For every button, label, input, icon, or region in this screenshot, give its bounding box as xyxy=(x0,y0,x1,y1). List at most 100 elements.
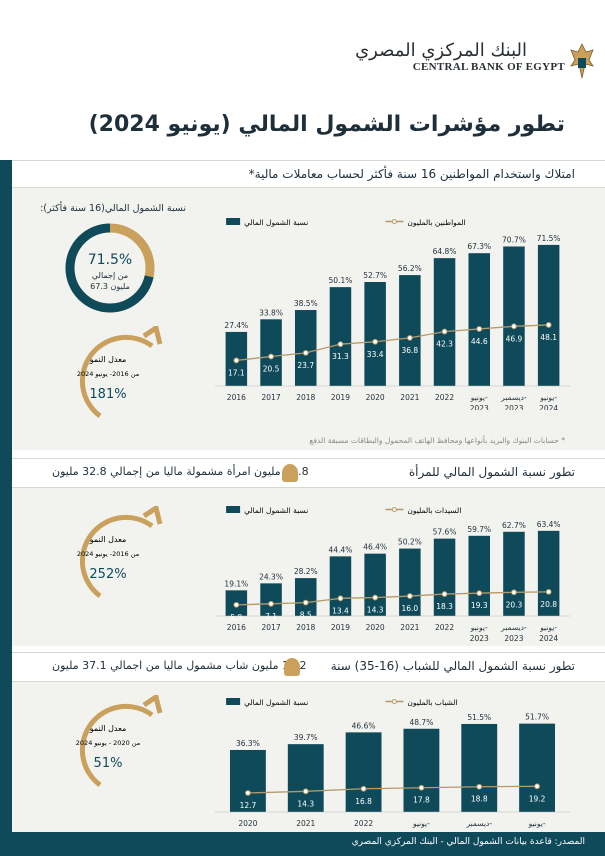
line-point xyxy=(302,349,309,356)
x-tick-label: 2020 xyxy=(238,819,257,828)
line-point xyxy=(372,594,379,601)
bar-value-label: 48.7% xyxy=(410,718,434,727)
bar-value-label: 70.7% xyxy=(502,235,526,244)
x-tick-label: 2022 xyxy=(354,819,373,828)
bar xyxy=(403,728,440,812)
legend-line-marker xyxy=(391,219,397,224)
growth1-value: 181% xyxy=(89,387,126,402)
line-point xyxy=(441,591,448,597)
x-tick-label: 2023 xyxy=(504,634,523,643)
series-line xyxy=(236,591,549,606)
legend-bar-label: نسبة الشمول المالي xyxy=(244,506,308,515)
line-value-label: 18.3 xyxy=(436,602,453,611)
section3-header: تطور نسبة الشمول المالي للشباب (16-35) س… xyxy=(12,652,605,682)
line-value-label: 19.2 xyxy=(529,794,546,803)
line-point xyxy=(233,357,240,364)
chart-youth: نسبة الشمول المالي الشباب بالمليون 36.3% 20… xyxy=(215,698,570,828)
bar-value-label: 50.2% xyxy=(398,538,422,547)
header: البنك المركزي المصري CENTRAL BANK OF EGY… xyxy=(0,0,605,160)
line-value-label: 18.8 xyxy=(471,795,488,804)
legend-line-marker xyxy=(391,699,397,704)
x-tick-label: 2024 xyxy=(539,404,558,410)
bar xyxy=(399,548,421,616)
source-note: المصدر: قاعدة بيانات الشمول المالي - الب… xyxy=(351,837,585,847)
growth3-value: 51% xyxy=(94,756,123,771)
line-point xyxy=(534,783,540,790)
bar xyxy=(399,275,421,386)
ring-progress-arc xyxy=(65,223,155,313)
section2-title: تطور نسبة الشمول المالي للمرأة xyxy=(408,465,575,479)
bar-value-label: 67.3% xyxy=(467,242,491,251)
bar xyxy=(364,553,386,616)
line-point xyxy=(476,590,483,597)
bar xyxy=(519,723,556,812)
bar xyxy=(468,535,491,616)
line-value-label: 44.6 xyxy=(471,337,488,346)
section3-title: تطور نسبة الشمول المالي للشباب (16-35) س… xyxy=(330,659,575,673)
young-man-icon xyxy=(284,658,300,676)
bar-value-label: 64.8% xyxy=(433,247,457,256)
legend-bar-label: نسبة الشمول المالي xyxy=(244,698,308,707)
bar-value-label: 50.1% xyxy=(329,276,353,285)
x-tick-label: 2023 xyxy=(504,404,523,410)
side-strip xyxy=(0,0,12,856)
line-value-label: 8.5 xyxy=(300,611,312,620)
bar-value-label: 71.5% xyxy=(537,234,561,243)
legend-bar-swatch xyxy=(226,506,241,513)
legend-line-label: السيدات بالمليون xyxy=(407,506,461,515)
ring-sub2: 67.3 مليون xyxy=(90,282,130,291)
line-point xyxy=(476,783,483,790)
line-point xyxy=(545,588,552,595)
bar xyxy=(345,732,382,812)
bar-value-label: 36.3% xyxy=(236,739,260,748)
legend: نسبة الشمول المالي السيدات بالمليون xyxy=(226,506,461,515)
bar-value-label: 46.4% xyxy=(363,543,387,552)
bar xyxy=(260,319,282,386)
bar xyxy=(294,578,317,616)
bar xyxy=(537,530,560,616)
line-point xyxy=(406,593,413,599)
x-tick-label: ديسمبر- xyxy=(465,819,492,828)
line-value-label: 19.3 xyxy=(471,601,488,610)
growth2-period: من 2016- يونيو 2024 xyxy=(77,550,139,558)
line-value-label: 23.7 xyxy=(297,361,314,370)
section2-header: تطور نسبة الشمول المالي للمرأة 20.8 مليو… xyxy=(12,458,605,488)
series-line xyxy=(236,324,549,362)
bar-value-label: 46.6% xyxy=(352,721,376,730)
logo-english-text: CENTRAL BANK OF EGYPT xyxy=(412,61,565,73)
line-value-label: 17.8 xyxy=(413,796,430,805)
x-tick-label: ديسمبر- xyxy=(500,393,527,402)
bar xyxy=(503,246,525,386)
bar-value-label: 19.1% xyxy=(224,579,248,588)
bar xyxy=(461,723,498,812)
x-tick-label: 2020 xyxy=(366,623,385,632)
line-value-label: 14.3 xyxy=(367,606,384,615)
arrow-up-icon xyxy=(142,326,163,345)
line-point xyxy=(545,322,552,328)
x-tick-label: يونيو- xyxy=(470,393,488,402)
line-value-label: 14.3 xyxy=(297,799,314,808)
bar-value-label: 28.2% xyxy=(294,567,318,576)
cbe-logo: البنك المركزي المصري CENTRAL BANK OF EGY… xyxy=(355,40,594,79)
x-tick-label: 2021 xyxy=(296,819,315,828)
line-point xyxy=(268,600,274,607)
line-point xyxy=(372,338,379,345)
inclusion-ring: 71.5% من إجمالي 67.3 مليون xyxy=(65,223,155,313)
bar-value-label: 51.7% xyxy=(525,713,549,722)
line-value-label: 7.1 xyxy=(265,612,277,621)
x-tick-label: يونيو- xyxy=(539,393,557,402)
line-value-label: 16.0 xyxy=(401,604,418,613)
line-point xyxy=(511,323,517,330)
x-tick-label: 2019 xyxy=(331,623,350,632)
bar-value-label: 27.4% xyxy=(224,321,248,330)
line-point xyxy=(233,601,240,608)
x-tick-label: 2021 xyxy=(400,623,419,632)
chart-citizens: نسبة الشمول المالي المواطنين بالمليون 27.4… xyxy=(215,218,570,410)
bar-value-label: 62.7% xyxy=(502,521,526,530)
legend: نسبة الشمول المالي الشباب بالمليون xyxy=(226,698,458,707)
section1-title: امتلاك واستخدام المواطنين 16 سنة فأكثر ل… xyxy=(248,167,575,181)
woman-icon xyxy=(282,464,298,482)
line-value-label: 20.8 xyxy=(540,600,557,609)
line-value-label: 16.8 xyxy=(355,797,372,806)
x-tick-label: يونيو- xyxy=(539,623,557,632)
